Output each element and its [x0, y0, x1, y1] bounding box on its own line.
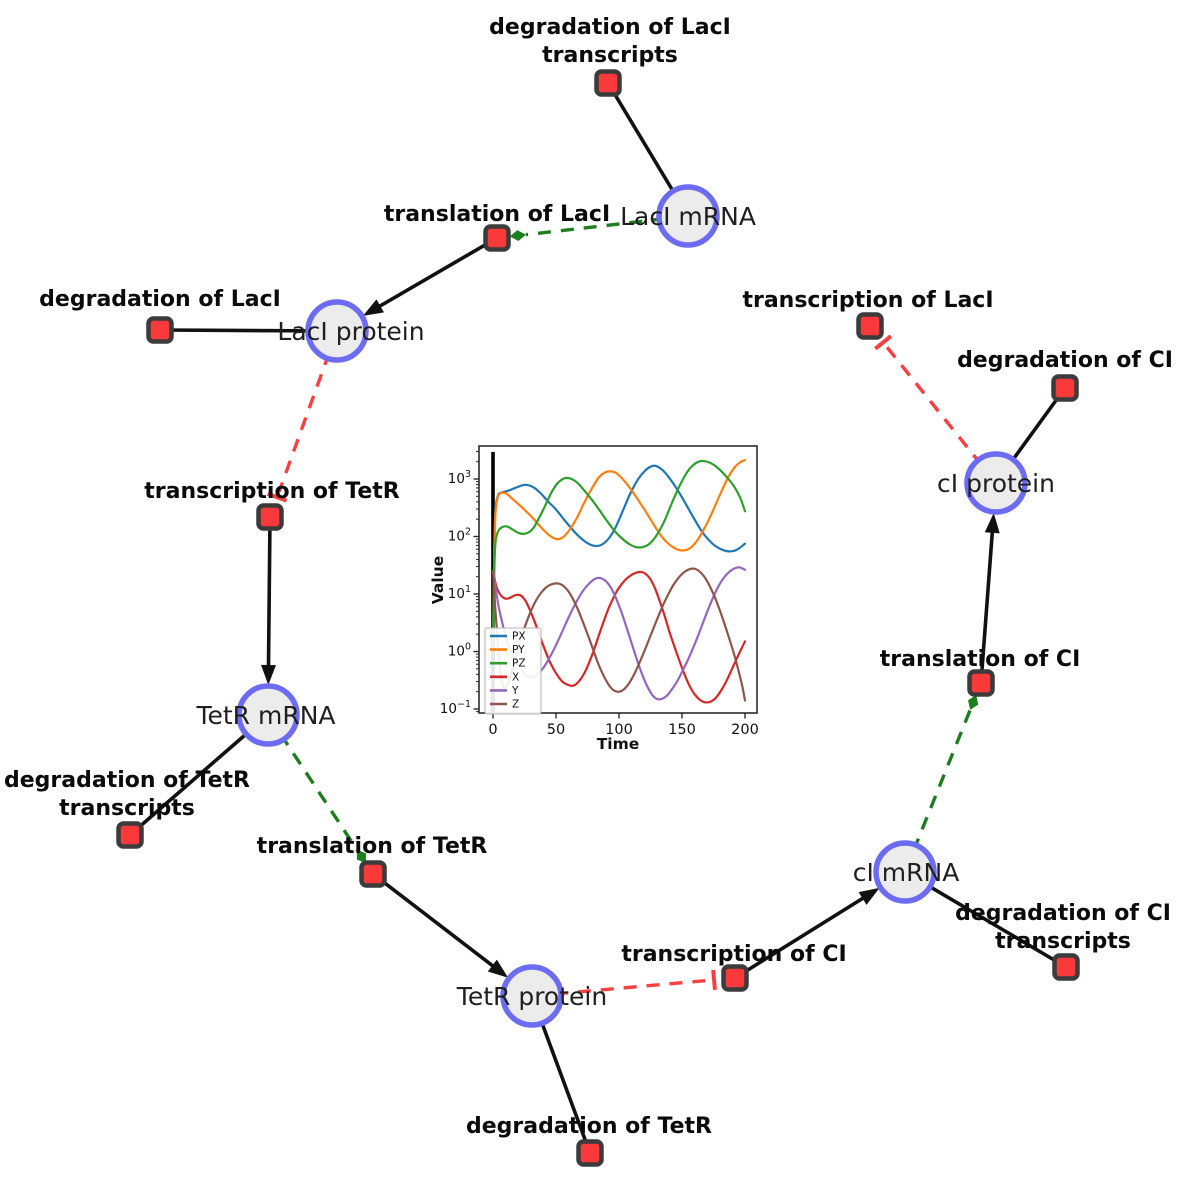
reaction-label-transl_ci: translation of CI: [880, 647, 1081, 672]
edge-tx_ci-ci_mrna: [734, 893, 870, 980]
edge-tx_tetr-tetr_mrna: [266, 516, 272, 673]
species-label-laci_mrna: LacI mRNA: [620, 202, 756, 231]
edge-transl_tetr-tetr_protein: [371, 872, 499, 972]
reaction-label-deg_laci: degradation of LacI: [39, 287, 281, 312]
edge-ci_mrna-transl_ci-diamond-icon: [968, 695, 979, 710]
legend-label-PX: PX: [512, 631, 526, 643]
reaction-label-tx_laci: transcription of LacI: [742, 288, 993, 313]
species-label-laci_protein: LacI protein: [277, 317, 424, 346]
reaction-label-transl_laci: translation of LacI: [384, 202, 610, 227]
chart-series-X: [491, 570, 747, 704]
edge-ci_protein-tx_laci-tee-icon: [874, 334, 893, 351]
species-label-tetr_mrna: TetR mRNA: [195, 701, 335, 730]
x-tick-label: 0: [488, 722, 497, 738]
reaction-node-transl_ci[interactable]: [967, 669, 995, 697]
chart-frame: [478, 445, 758, 714]
edge-transl_tetr-tetr_protein-arrowhead-icon: [487, 959, 509, 978]
reaction-node-tx_tetr[interactable]: [256, 503, 284, 531]
legend-label-Y: Y: [511, 685, 519, 697]
reaction-node-deg_laci_tx[interactable]: [594, 69, 622, 97]
x-tick-label: 150: [668, 722, 696, 738]
species-node-laci_mrna[interactable]: [656, 184, 720, 248]
edge-laci_mrna-transl_laci-diamond-icon: [509, 230, 526, 242]
chart-series-PZ: [491, 459, 747, 648]
species-node-ci_mrna[interactable]: [873, 840, 937, 904]
species-label-tetr_protein: TetR protein: [456, 982, 607, 1011]
legend-label-X: X: [512, 671, 519, 683]
reaction-label-transl_tetr: translation of TetR: [257, 834, 488, 859]
edge-tx_tetr-tetr_mrna-arrowhead-icon: [261, 664, 277, 686]
reaction-label-deg_tetr_tx: degradation of TetR transcripts: [4, 768, 250, 821]
species-node-ci_protein[interactable]: [964, 451, 1028, 515]
reaction-label-deg_tetr: degradation of TetR: [466, 1114, 712, 1139]
reaction-node-tx_ci[interactable]: [721, 964, 749, 992]
legend-label-PZ: PZ: [512, 658, 526, 670]
reaction-label-deg_ci: degradation of CI: [957, 348, 1173, 373]
reaction-node-deg_laci[interactable]: [146, 316, 174, 344]
labels-layer: degradation of LacI transcripts translatio…: [4, 15, 1173, 1139]
reaction-node-deg_ci[interactable]: [1051, 374, 1079, 402]
reaction-label-tx_ci: transcription of CI: [621, 942, 846, 967]
species-node-tetr_protein[interactable]: [500, 964, 564, 1028]
edge-tetr_mrna-transl_tetr-diamond-icon: [356, 849, 367, 864]
chart-series-layer: [491, 459, 747, 704]
reaction-label-deg_ci_tx: degradation of CI transcripts: [955, 901, 1171, 954]
edge-laci_protein-tx_tetr-tee-icon: [267, 491, 288, 503]
x-axis-label: Time: [597, 735, 640, 753]
chart-series-PX: [491, 464, 747, 648]
legend-label-PY: PY: [512, 644, 525, 656]
edge-transl_laci-laci_protein-arrowhead-icon: [362, 299, 384, 316]
species-node-laci_protein[interactable]: [305, 299, 369, 363]
reaction-label-tx_tetr: transcription of TetR: [144, 479, 400, 504]
edge-tetr_protein-tx_ci-tee-icon: [711, 969, 717, 990]
x-tick-label: 200: [731, 722, 759, 738]
y-axis-label: Value: [429, 556, 447, 604]
species-label-ci_mrna: cI mRNA: [853, 858, 960, 887]
x-tick-label: 50: [547, 722, 565, 738]
species-node-tetr_mrna[interactable]: [236, 683, 300, 747]
reaction-node-transl_tetr[interactable]: [359, 860, 387, 888]
legend-label-Z: Z: [512, 699, 519, 711]
reaction-node-transl_laci[interactable]: [483, 224, 511, 252]
reaction-node-deg_tetr[interactable]: [576, 1139, 604, 1167]
x-tick-label: 100: [605, 722, 633, 738]
reaction-node-deg_tetr_tx[interactable]: [116, 821, 144, 849]
edge-transl_laci-laci_protein: [373, 236, 498, 311]
edge-transl_ci-ci_protein: [979, 525, 995, 684]
reaction-label-deg_laci_tx: degradation of LacI transcripts: [489, 15, 731, 68]
nodes-layer: [116, 69, 1080, 1167]
reaction-node-deg_ci_tx[interactable]: [1052, 953, 1080, 981]
edge-tx_ci-ci_mrna-arrowhead-icon: [858, 887, 880, 905]
edge-transl_ci-ci_protein-arrowhead-icon: [984, 512, 1000, 534]
species-label-ci_protein: cI protein: [937, 469, 1055, 498]
reaction-node-tx_laci[interactable]: [856, 312, 884, 340]
chart-series-PY: [491, 459, 747, 648]
